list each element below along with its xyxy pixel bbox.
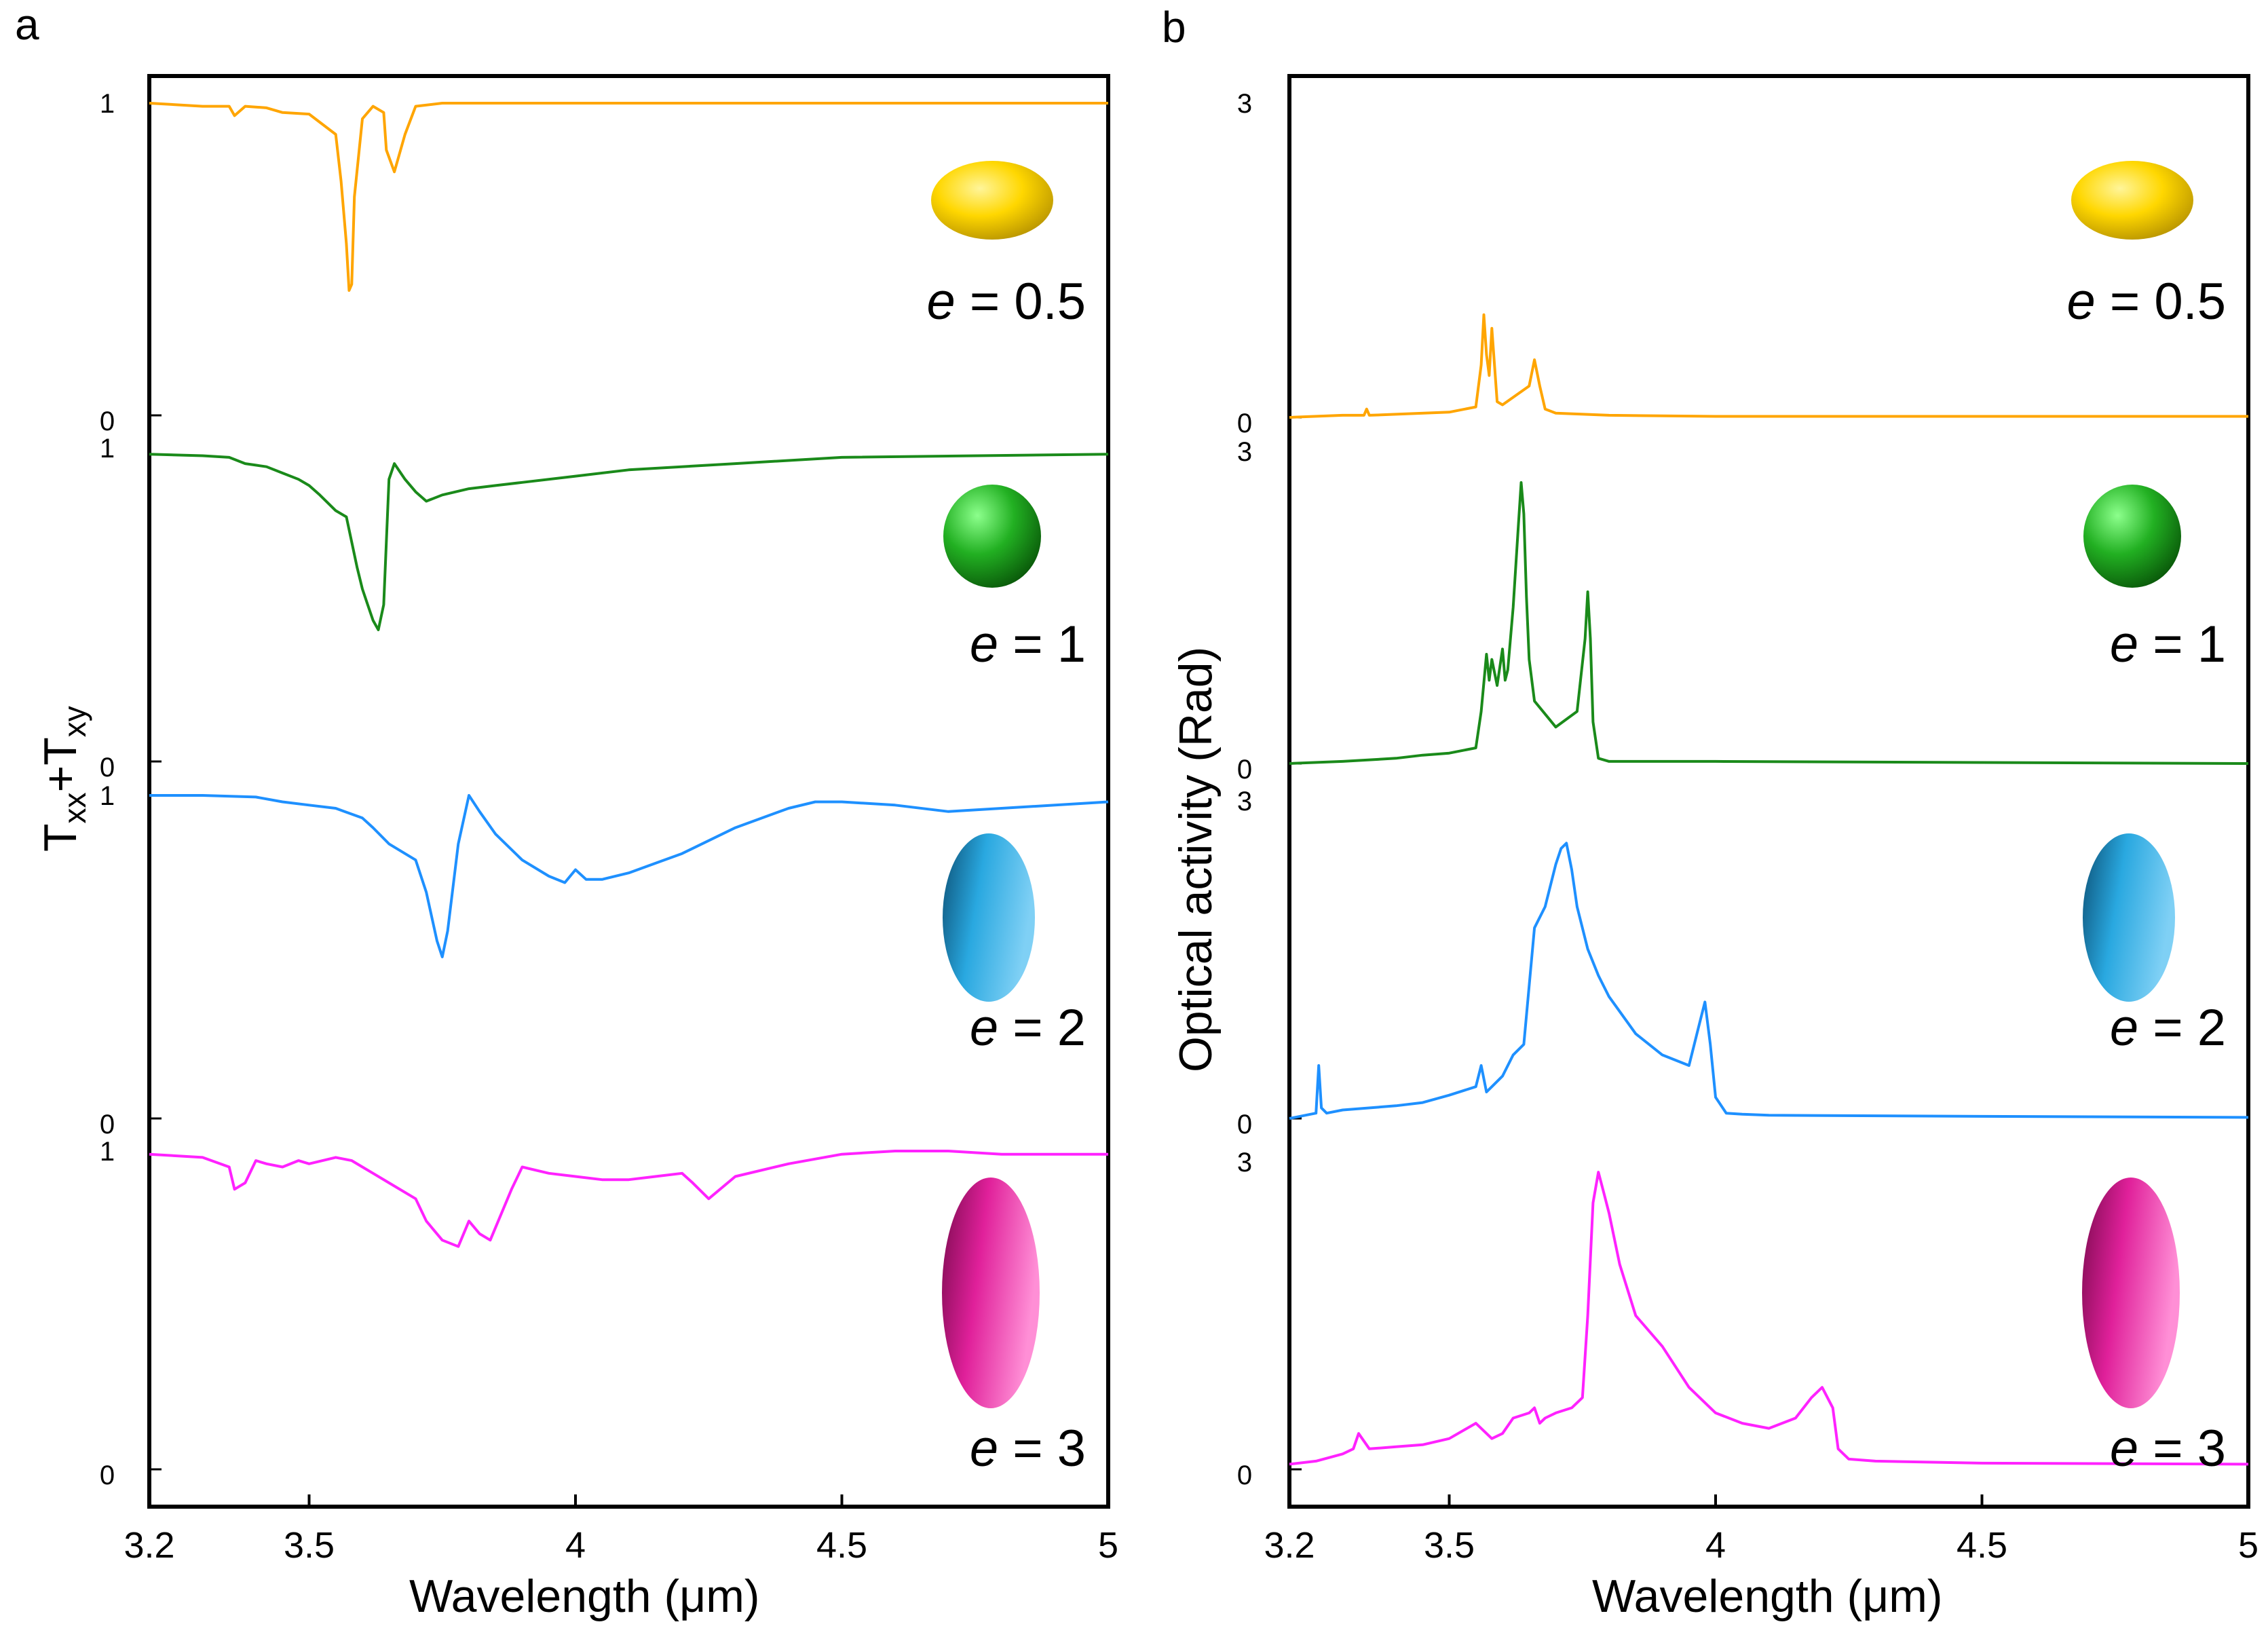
prolate-spheroid-icon xyxy=(943,833,1035,1002)
panel-a-ytick-label: 0 xyxy=(100,407,115,436)
e-value: = 2 xyxy=(2138,999,2226,1057)
panel-b-series-line xyxy=(1289,481,2249,765)
ylabel-t1: T xyxy=(35,823,86,852)
panel-a-ytick-label: 1 xyxy=(100,434,115,464)
panel-b-ytick-label: 0 xyxy=(1237,1461,1252,1490)
panel-a-series-line xyxy=(149,1150,1108,1248)
oblate-spheroid-icon xyxy=(931,161,1053,240)
panel-a-series-line xyxy=(149,794,1109,958)
panel-b-xtick-label: 4 xyxy=(1705,1525,1726,1566)
e-value: = 1 xyxy=(2138,616,2226,673)
elongated-spheroid-icon xyxy=(942,1178,1040,1408)
panel-a-ytick-label: 0 xyxy=(100,753,115,783)
panel-b-ylabel: Optical activity (Rad) xyxy=(1170,647,1222,1072)
panel-a-ylabel: Txx+Txy xyxy=(35,706,92,852)
e-value: = 0.5 xyxy=(956,273,1086,331)
panel-b-ytick-label: 3 xyxy=(1237,1148,1252,1178)
panel-b-series-line xyxy=(1289,1171,2249,1466)
e-value: = 0.5 xyxy=(2096,273,2226,331)
panel-a-xtick-label: 4 xyxy=(565,1525,586,1566)
panel-a-xlabel: Wavelength (μm) xyxy=(409,1570,760,1622)
panel-a-xtick-label: 3.2 xyxy=(124,1525,174,1566)
e-value: = 3 xyxy=(998,1420,1086,1477)
prolate-spheroid-icon xyxy=(2083,833,2175,1002)
panel-a-xtick-label: 5 xyxy=(1098,1525,1118,1566)
panel-a-e-label: e = 2 xyxy=(970,999,1086,1057)
e-symbol: e xyxy=(2110,616,2138,673)
panel-b-ytick-label: 3 xyxy=(1237,89,1252,119)
panel-a-ytick-label: 1 xyxy=(100,1137,115,1167)
panel-b-e-label: e = 1 xyxy=(2110,616,2226,673)
panel-b-frame xyxy=(1287,74,2250,1509)
panel-a-e-label: e = 3 xyxy=(970,1420,1086,1477)
panel-b-xlabel: Wavelength (μm) xyxy=(1592,1570,1943,1622)
e-value: = 1 xyxy=(998,616,1086,673)
panel-b-xtick-label: 3.5 xyxy=(1424,1525,1475,1566)
panel-b-e-label: e = 2 xyxy=(2110,999,2226,1057)
elongated-spheroid-icon xyxy=(2082,1178,2180,1408)
panel-a-series-line xyxy=(149,102,1108,292)
panel-b-series-line xyxy=(1289,313,2248,419)
panel-b-ytick-label: 0 xyxy=(1237,755,1252,785)
sphere-icon xyxy=(2083,485,2181,588)
e-symbol: e xyxy=(926,273,955,331)
sphere-icon xyxy=(943,485,1041,588)
panel-a-xtick-label: 4.5 xyxy=(816,1525,867,1566)
panel-b-series-line xyxy=(1289,842,2249,1120)
e-value: = 3 xyxy=(2138,1420,2226,1477)
panel-b-letter: b xyxy=(1162,3,1186,52)
panel-b-xtick-label: 4.5 xyxy=(1957,1525,2007,1566)
e-symbol: e xyxy=(2066,273,2095,331)
panel-a-ytick-label: 0 xyxy=(100,1110,115,1139)
e-value: = 2 xyxy=(998,999,1086,1057)
panel-b-ytick-label: 3 xyxy=(1237,437,1252,467)
panel-a-xtick-label: 3.5 xyxy=(284,1525,335,1566)
panel-a-ytick-label: 1 xyxy=(100,781,115,811)
panel-a-ytick-label: 0 xyxy=(100,1461,115,1490)
panel-b-xtick-label: 5 xyxy=(2238,1525,2258,1566)
panel-a-ytick-label: 1 xyxy=(100,89,115,119)
ylabel-sub-xx: xx xyxy=(57,792,92,823)
panel-a-e-label: e = 0.5 xyxy=(926,273,1086,331)
panel-b-ytick-label: 0 xyxy=(1237,1110,1252,1139)
e-symbol: e xyxy=(2110,1420,2138,1477)
panel-a-series-line xyxy=(149,453,1109,631)
e-symbol: e xyxy=(2110,999,2138,1057)
e-symbol: e xyxy=(970,999,998,1057)
ylabel-plus-t: +T xyxy=(35,737,86,792)
panel-a-e-label: e = 1 xyxy=(970,616,1086,673)
panel-a-letter: a xyxy=(15,0,39,49)
panel-b-e-label: e = 0.5 xyxy=(2066,273,2226,331)
e-symbol: e xyxy=(970,616,998,673)
panel-a-frame xyxy=(147,74,1110,1509)
panel-b-xtick-label: 3.2 xyxy=(1264,1525,1315,1566)
panel-b-e-label: e = 3 xyxy=(2110,1420,2226,1477)
panel-b-ytick-label: 3 xyxy=(1237,787,1252,816)
oblate-spheroid-icon xyxy=(2071,161,2193,240)
e-symbol: e xyxy=(970,1420,998,1477)
ylabel-sub-xy: xy xyxy=(57,706,92,737)
panel-b-ytick-label: 0 xyxy=(1237,409,1252,438)
